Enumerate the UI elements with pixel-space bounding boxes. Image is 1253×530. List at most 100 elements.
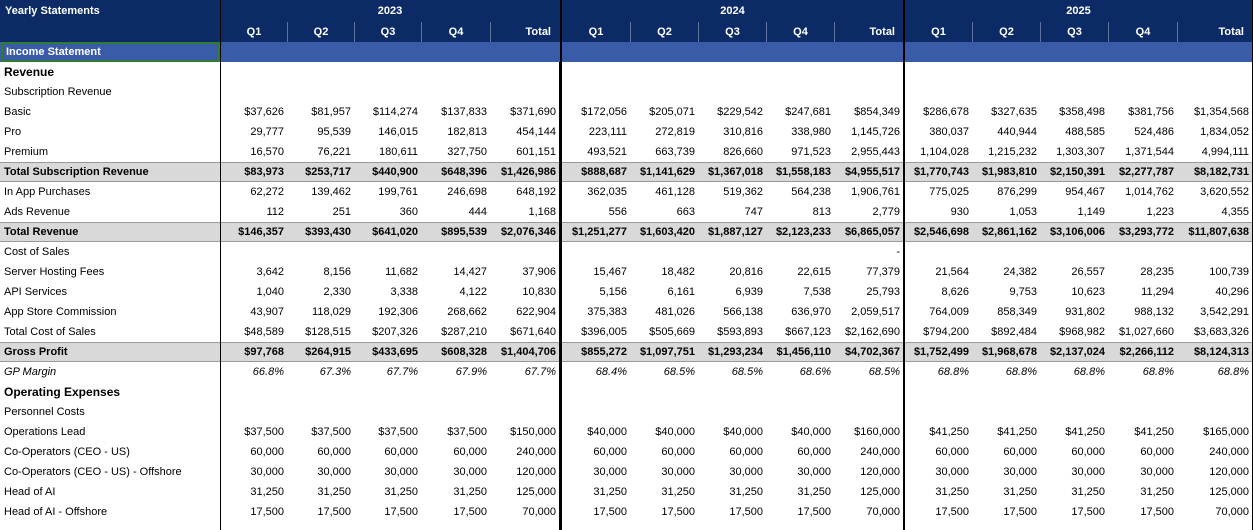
table-cell[interactable]: $667,123: [785, 326, 831, 338]
table-cell[interactable]: 1,104,028: [920, 146, 969, 158]
table-cell[interactable]: 31,250: [797, 486, 831, 498]
table-cell[interactable]: 17,500: [729, 506, 763, 518]
table-cell[interactable]: 246,698: [447, 186, 487, 198]
column-header-2023-total[interactable]: Total: [525, 26, 551, 38]
table-cell[interactable]: 68.4%: [595, 366, 627, 378]
table-cell[interactable]: $11,807,638: [1188, 226, 1249, 238]
table-cell[interactable]: 146,015: [378, 126, 418, 138]
table-cell[interactable]: 30,000: [250, 466, 284, 478]
table-cell[interactable]: $2,861,162: [981, 226, 1037, 238]
table-cell[interactable]: $264,915: [305, 346, 351, 358]
table-cell[interactable]: 60,000: [935, 446, 969, 458]
column-header-2025-q2[interactable]: Q2: [999, 26, 1014, 38]
table-cell[interactable]: 120,000: [516, 466, 556, 478]
table-cell[interactable]: 17,500: [453, 506, 487, 518]
table-cell[interactable]: $1,354,568: [1193, 106, 1249, 118]
table-cell[interactable]: 40,296: [1215, 286, 1249, 298]
row-label[interactable]: App Store Commission: [4, 306, 117, 318]
column-header-2024-q3[interactable]: Q3: [725, 26, 740, 38]
table-cell[interactable]: 375,383: [587, 306, 627, 318]
table-cell[interactable]: 67.7%: [524, 366, 556, 378]
table-cell[interactable]: 6,161: [667, 286, 695, 298]
table-cell[interactable]: 240,000: [860, 446, 900, 458]
table-cell[interactable]: 60,000: [1071, 446, 1105, 458]
row-label[interactable]: Total Revenue: [4, 226, 79, 238]
table-cell[interactable]: 17,500: [935, 506, 969, 518]
table-cell[interactable]: 1,145,726: [851, 126, 900, 138]
table-cell[interactable]: 125,000: [516, 486, 556, 498]
table-cell[interactable]: 1,168: [528, 206, 556, 218]
table-cell[interactable]: $608,328: [441, 346, 487, 358]
table-cell[interactable]: 66.8%: [252, 366, 284, 378]
table-cell[interactable]: $37,500: [378, 426, 418, 438]
table-cell[interactable]: 519,362: [723, 186, 763, 198]
table-cell[interactable]: $895,539: [441, 226, 487, 238]
row-label[interactable]: Head of AI: [4, 486, 56, 498]
table-cell[interactable]: 192,306: [378, 306, 418, 318]
table-cell[interactable]: $1,251,277: [571, 226, 627, 238]
table-cell[interactable]: $41,250: [997, 426, 1037, 438]
table-cell[interactable]: 338,980: [791, 126, 831, 138]
table-cell[interactable]: $648,396: [441, 166, 487, 178]
table-cell[interactable]: 17,500: [661, 506, 695, 518]
table-cell[interactable]: $8,182,731: [1193, 166, 1249, 178]
row-label[interactable]: Total Cost of Sales: [4, 326, 96, 338]
table-cell[interactable]: $593,893: [717, 326, 763, 338]
row-label[interactable]: Cost of Sales: [4, 246, 70, 258]
table-cell[interactable]: 1,371,544: [1125, 146, 1174, 158]
column-header-2024-q2[interactable]: Q2: [657, 26, 672, 38]
row-label[interactable]: Operations Lead: [4, 426, 86, 438]
table-cell[interactable]: $1,752,499: [913, 346, 969, 358]
table-cell[interactable]: 16,570: [250, 146, 284, 158]
table-cell[interactable]: $150,000: [510, 426, 556, 438]
table-cell[interactable]: 120,000: [1209, 466, 1249, 478]
table-cell[interactable]: 461,128: [655, 186, 695, 198]
column-header-2025-q3[interactable]: Q3: [1067, 26, 1082, 38]
column-header-2023-q2[interactable]: Q2: [313, 26, 329, 38]
table-cell[interactable]: 14,427: [453, 266, 487, 278]
table-cell[interactable]: $1,770,743: [913, 166, 969, 178]
table-cell[interactable]: 30,000: [1071, 466, 1105, 478]
table-cell[interactable]: 67.3%: [319, 366, 351, 378]
table-cell[interactable]: $40,000: [791, 426, 831, 438]
table-cell[interactable]: $137,833: [441, 106, 487, 118]
table-cell[interactable]: 636,970: [791, 306, 831, 318]
table-cell[interactable]: 440,944: [997, 126, 1037, 138]
table-cell[interactable]: 17,500: [1071, 506, 1105, 518]
table-cell[interactable]: 663: [676, 206, 695, 218]
table-cell[interactable]: 31,250: [317, 486, 351, 498]
table-cell[interactable]: 444: [468, 206, 487, 218]
table-cell[interactable]: 488,585: [1065, 126, 1105, 138]
table-cell[interactable]: $160,000: [854, 426, 900, 438]
table-cell[interactable]: 30,000: [797, 466, 831, 478]
table-cell[interactable]: 564,238: [791, 186, 831, 198]
table-cell[interactable]: 60,000: [384, 446, 418, 458]
table-cell[interactable]: 60,000: [317, 446, 351, 458]
table-cell[interactable]: 112: [266, 206, 284, 218]
table-cell[interactable]: $97,768: [244, 346, 284, 358]
table-cell[interactable]: 327,750: [447, 146, 487, 158]
table-cell[interactable]: 648,192: [516, 186, 556, 198]
table-cell[interactable]: 11,682: [385, 266, 418, 278]
table-cell[interactable]: 100,739: [1209, 266, 1249, 278]
table-cell[interactable]: 454,144: [516, 126, 556, 138]
table-cell[interactable]: 68.8%: [1005, 366, 1037, 378]
table-cell[interactable]: 481,026: [655, 306, 695, 318]
table-cell[interactable]: 30,000: [729, 466, 763, 478]
table-cell[interactable]: 3,620,552: [1200, 186, 1249, 198]
table-cell[interactable]: 240,000: [516, 446, 556, 458]
table-cell[interactable]: $81,957: [311, 106, 351, 118]
table-cell[interactable]: $2,266,112: [1119, 346, 1174, 358]
table-cell[interactable]: -: [896, 246, 900, 258]
table-cell[interactable]: 31,250: [593, 486, 627, 498]
table-cell[interactable]: $6,865,057: [844, 226, 900, 238]
table-cell[interactable]: 30,000: [1140, 466, 1174, 478]
table-cell[interactable]: 747: [744, 206, 763, 218]
table-cell[interactable]: $1,293,234: [707, 346, 763, 358]
table-cell[interactable]: 120,000: [860, 466, 900, 478]
table-cell[interactable]: 24,382: [1003, 266, 1037, 278]
table-cell[interactable]: 930: [950, 206, 969, 218]
table-cell[interactable]: 31,250: [1071, 486, 1105, 498]
table-cell[interactable]: 251: [332, 206, 351, 218]
table-cell[interactable]: $253,717: [305, 166, 351, 178]
